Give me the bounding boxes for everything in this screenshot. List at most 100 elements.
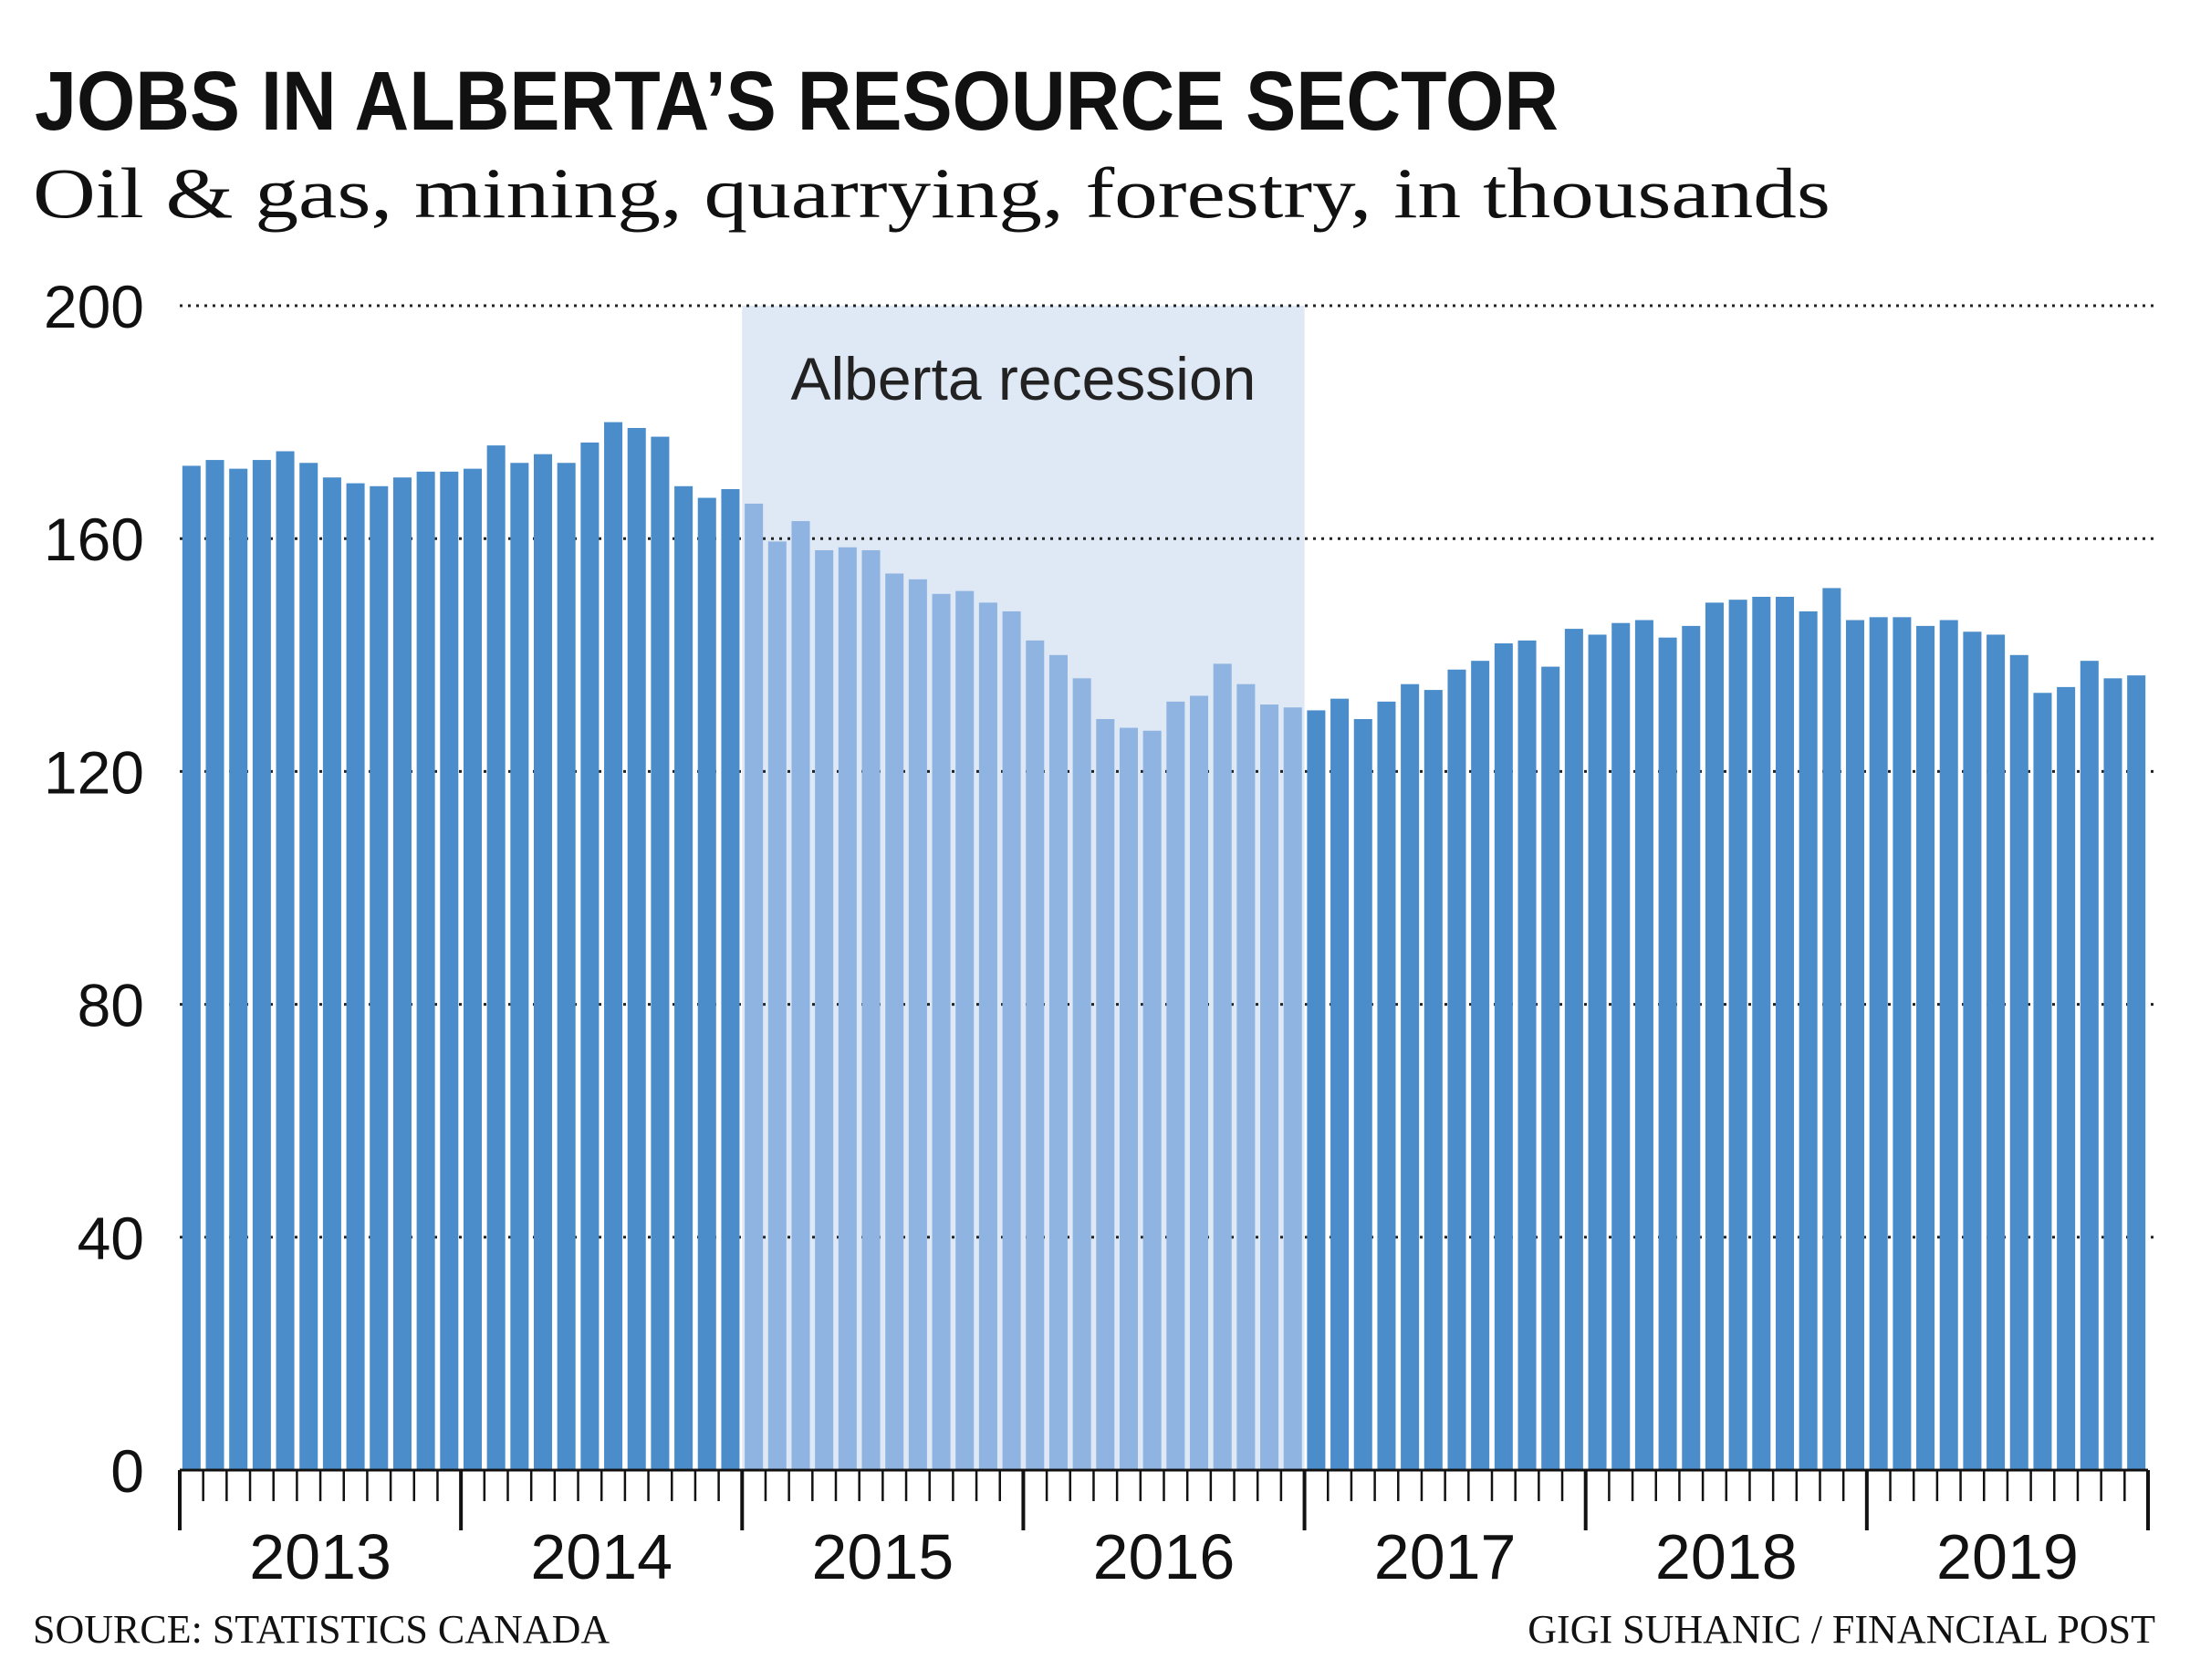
bar <box>1166 701 1185 1470</box>
bar <box>1564 629 1583 1470</box>
bar <box>416 471 435 1470</box>
x-tick-label: 2016 <box>1093 1521 1236 1592</box>
highlight-label: Alberta recession <box>790 345 1256 412</box>
x-tick-label: 2017 <box>1374 1521 1517 1592</box>
bar <box>791 521 810 1470</box>
bar <box>205 460 224 1470</box>
y-tick-label: 120 <box>44 738 144 806</box>
bar <box>557 463 576 1470</box>
bar <box>1588 634 1607 1470</box>
bar <box>1705 602 1724 1470</box>
bar <box>2127 675 2146 1470</box>
bar <box>1236 683 1256 1470</box>
bar <box>1447 669 1466 1470</box>
bar <box>1072 678 1091 1470</box>
bar <box>1307 710 1326 1470</box>
bar <box>1634 620 1653 1470</box>
bar <box>1939 620 1958 1470</box>
bar <box>1096 718 1115 1470</box>
bar <box>486 445 506 1470</box>
highlight-shade <box>742 306 1305 1470</box>
bar <box>1611 622 1631 1470</box>
bar <box>1893 617 1912 1470</box>
x-tick-label: 2018 <box>1655 1521 1798 1592</box>
bar <box>440 471 459 1470</box>
bar <box>1963 631 1982 1470</box>
bar <box>534 454 553 1471</box>
bar <box>370 485 389 1470</box>
bar <box>2080 661 2099 1470</box>
bar <box>1330 698 1350 1470</box>
bar <box>580 442 600 1471</box>
bar <box>1048 654 1068 1470</box>
bar <box>955 590 975 1470</box>
bar <box>1752 597 1771 1470</box>
bar <box>815 549 834 1470</box>
bar <box>1002 610 1021 1470</box>
bar <box>885 573 904 1470</box>
bar <box>182 465 201 1471</box>
x-tick-label: 2014 <box>530 1521 673 1592</box>
bar <box>299 463 318 1470</box>
source: SOURCE: STATISTICS CANADA <box>33 1607 610 1652</box>
bar <box>651 436 670 1470</box>
bar <box>861 549 881 1470</box>
x-tick-label: 2019 <box>1936 1521 2079 1592</box>
bar <box>767 541 787 1470</box>
bar <box>1471 661 1490 1470</box>
bar <box>1799 610 1818 1470</box>
y-tick-label: 160 <box>44 506 144 573</box>
bar <box>604 422 623 1471</box>
bar <box>1517 640 1537 1470</box>
bar <box>1494 643 1513 1470</box>
bar <box>229 468 248 1470</box>
chart-subtitle: Oil & gas, mining, quarrying, forestry, … <box>33 153 1830 233</box>
bar <box>1846 620 1865 1470</box>
bar <box>1987 634 2006 1470</box>
y-tick-label: 0 <box>110 1437 144 1505</box>
bar <box>932 593 951 1470</box>
y-tick-label: 40 <box>78 1205 144 1272</box>
bar <box>1026 640 1045 1470</box>
bar <box>2057 686 2076 1470</box>
bar <box>276 451 295 1470</box>
bar <box>1682 625 1701 1470</box>
x-tick-label: 2015 <box>811 1521 954 1592</box>
bar <box>1119 727 1138 1470</box>
y-tick-label: 200 <box>44 273 144 340</box>
bar <box>1775 597 1794 1470</box>
bar <box>252 460 271 1470</box>
bar <box>1260 704 1279 1470</box>
x-tick-label: 2013 <box>249 1521 391 1592</box>
bar <box>721 488 740 1470</box>
bar <box>1401 683 1420 1470</box>
bar <box>2009 654 2028 1470</box>
bar <box>838 547 857 1470</box>
bar <box>322 477 341 1471</box>
bar <box>1377 701 1396 1470</box>
chart-title: JOBS IN ALBERTA’S RESOURCE SECTOR <box>35 55 1559 148</box>
bar <box>392 477 412 1471</box>
bar <box>627 427 646 1471</box>
bar <box>908 579 927 1470</box>
bar <box>510 463 529 1470</box>
bar <box>978 602 997 1470</box>
bar <box>2103 678 2122 1470</box>
bar <box>1658 637 1677 1470</box>
credit: GIGI SUHANIC / FINANCIAL POST <box>1528 1607 2155 1652</box>
bar <box>745 503 764 1471</box>
bar <box>346 483 365 1470</box>
bar <box>2033 693 2052 1470</box>
bar <box>674 485 694 1470</box>
bar <box>1190 695 1209 1470</box>
bar <box>1353 718 1372 1470</box>
bar <box>1142 730 1162 1470</box>
bar <box>697 497 716 1470</box>
bar <box>1728 600 1747 1470</box>
y-tick-label: 80 <box>78 972 144 1039</box>
bar <box>1213 663 1232 1470</box>
bar <box>1283 707 1302 1470</box>
bar <box>1424 690 1443 1470</box>
bar <box>1541 666 1560 1470</box>
